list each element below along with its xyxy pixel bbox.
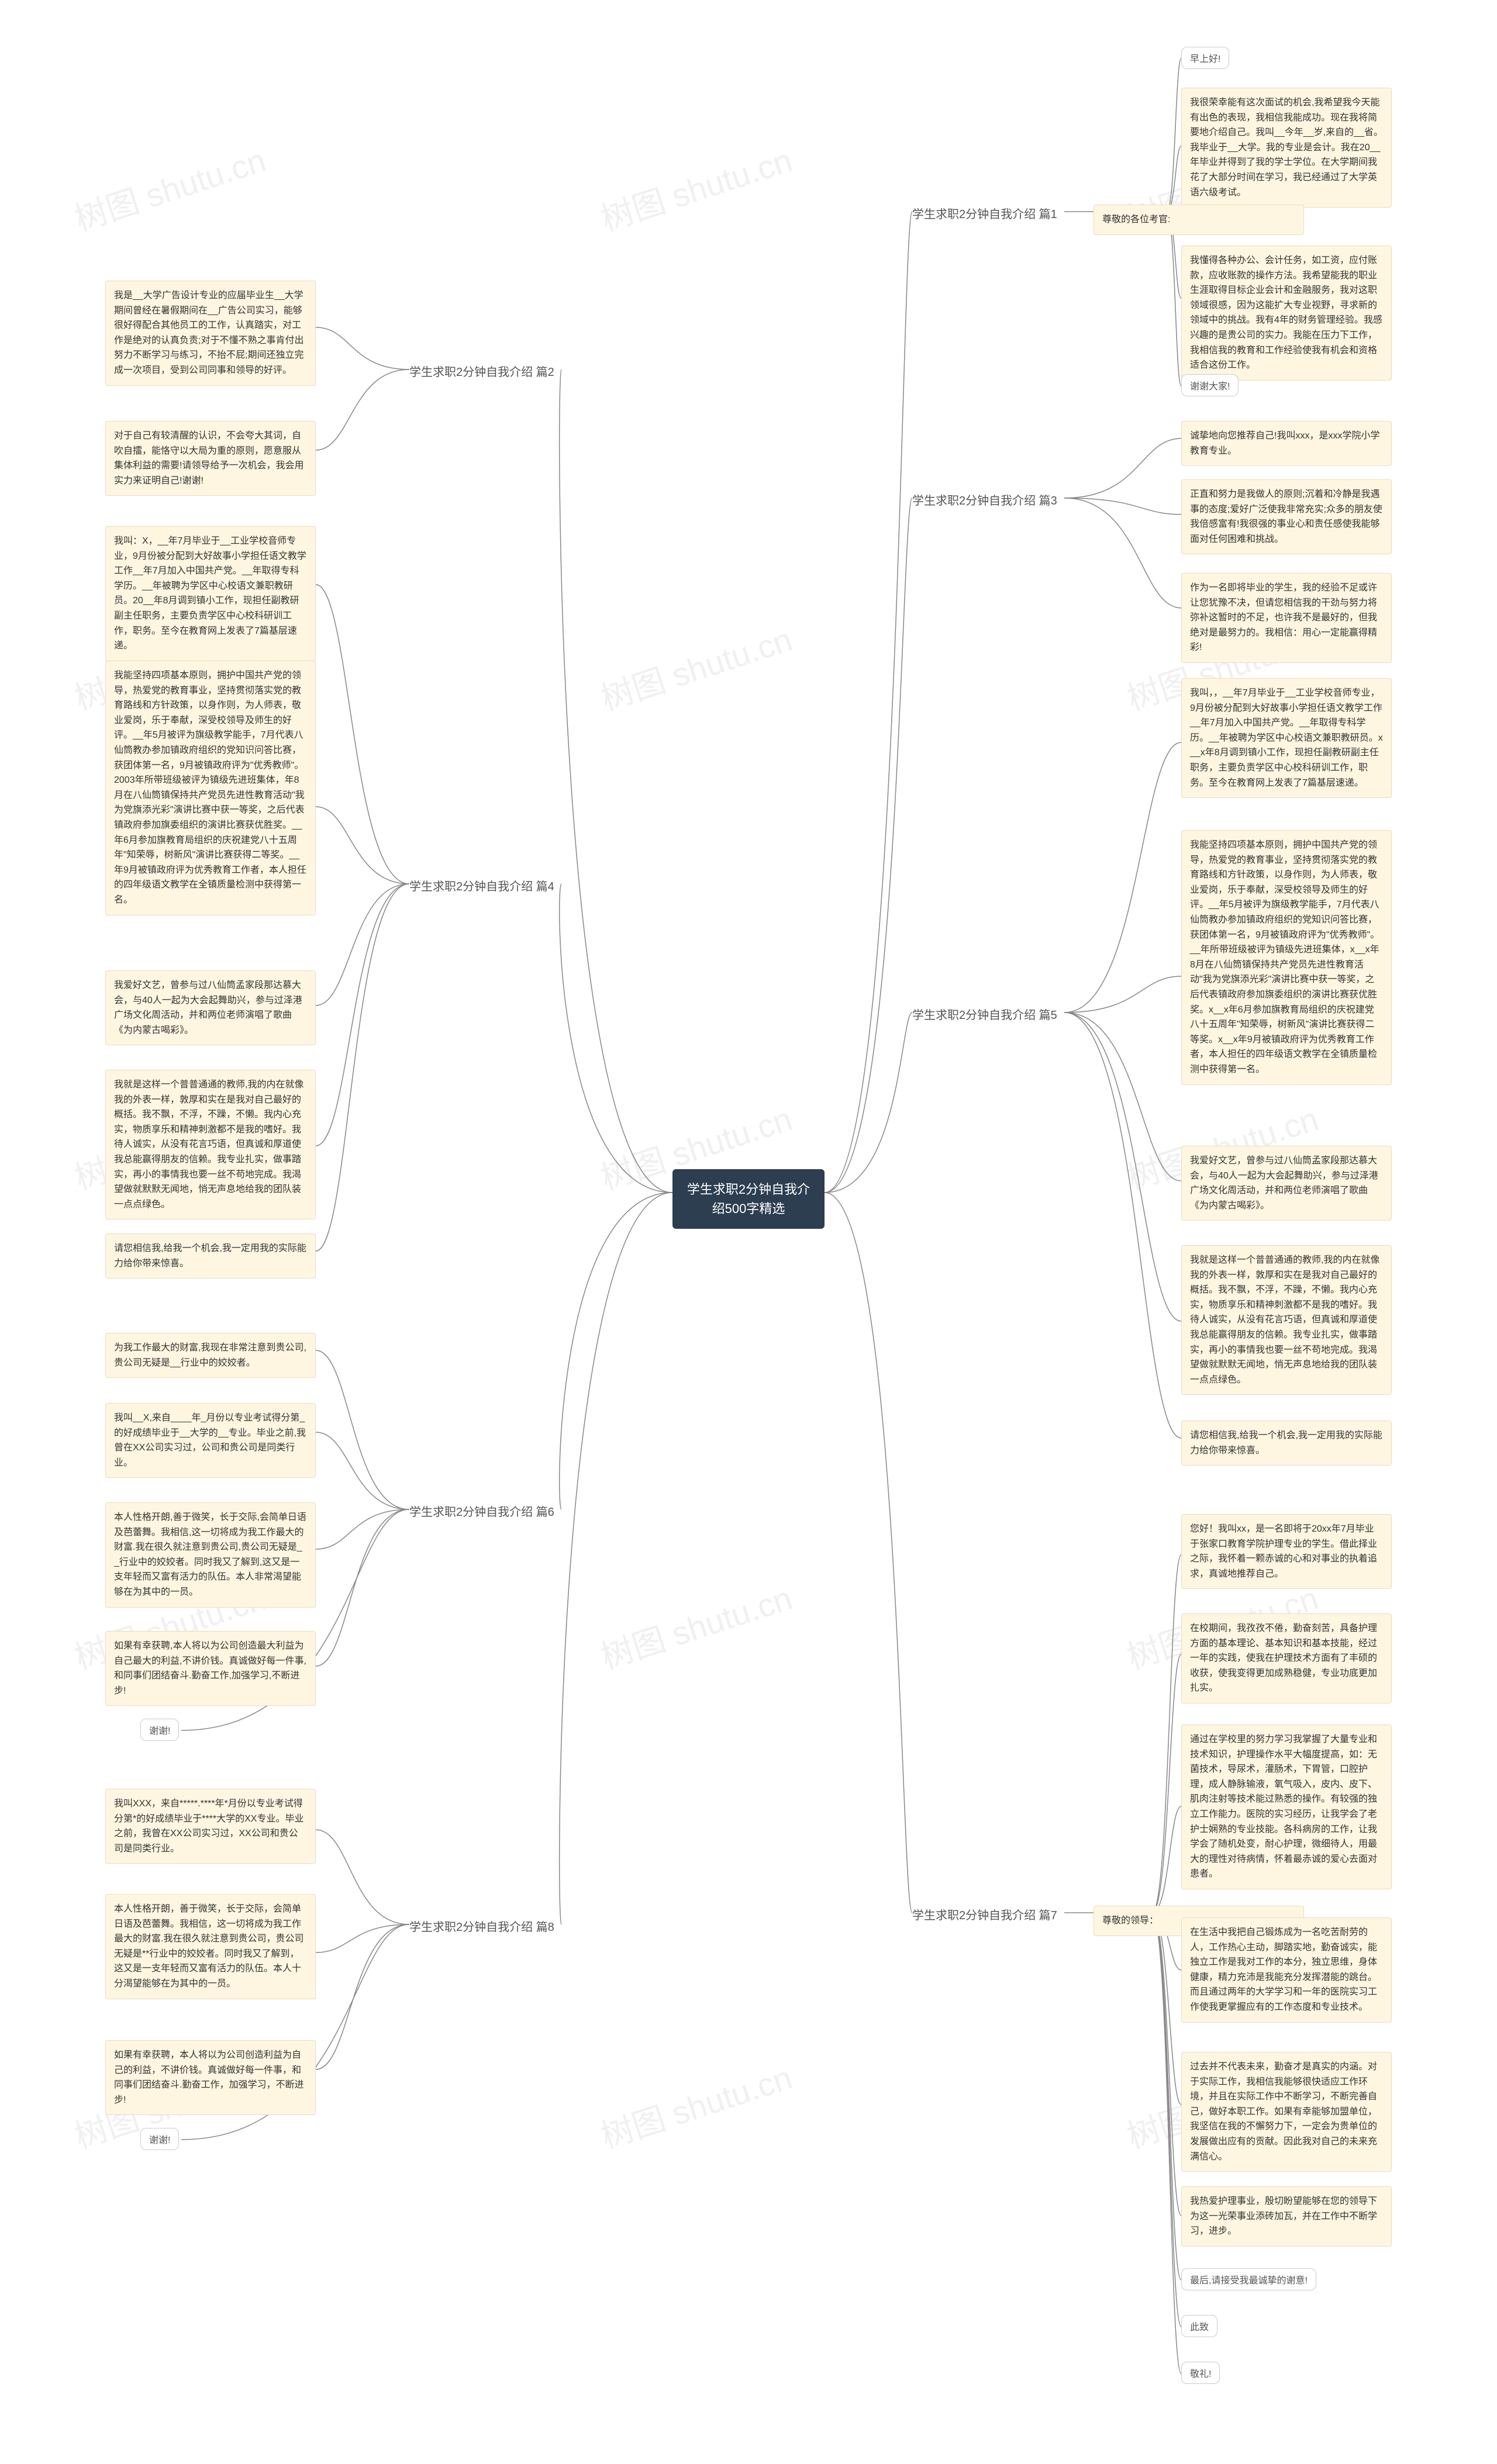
content-box: 本人性格开朗，善于微笑，长于交际，会简单日语及芭蕾舞。我相信，这一切将成为我工作… (105, 1894, 316, 1999)
content-box: 我叫XXX，来自*****.****年*月份以专业考试得分第*的好成绩毕业于**… (105, 1789, 316, 1864)
watermark-text: 树图 shutu.cn (594, 134, 798, 241)
small-note: 此致 (1181, 2315, 1217, 2337)
content-box: 通过在学校里的努力学习我掌握了大量专业和技术知识，护理操作水平大幅度提高，如：无… (1181, 1725, 1392, 1889)
content-box: 本人性格开朗,善于微笑，长于交际,会简单日语及芭蕾舞。我相信,这一切将成为我工作… (105, 1502, 316, 1608)
watermark-text: 树图 shutu.cn (594, 614, 798, 720)
content-box: 正直和努力是我做人的原则;沉着和冷静是我遇事的态度;爱好广泛使我非常充实;众多的… (1181, 479, 1392, 554)
content-box: 过去并不代表未来，勤奋才是真实的内涵。对于实际工作，我相信我能够很快适应工作环境… (1181, 2052, 1392, 2172)
content-box: 我叫__X,来自____年_月份以专业考试得分第_的好成绩毕业于__大学的__专… (105, 1403, 316, 1478)
watermark-text: 树图 shutu.cn (594, 1573, 798, 1679)
content-box: 我就是这样一个普普通通的教师,我的内在就像我的外表一样，敦厚和实在是我对自己最好… (105, 1070, 316, 1219)
watermark-text: 树图 shutu.cn (68, 134, 271, 241)
small-note: 谢谢! (140, 2128, 179, 2150)
watermark-text: 树图 shutu.cn (594, 2052, 798, 2158)
content-box: 我很荣幸能有这次面试的机会,我希望我今天能有出色的表现，我相信我能成功。现在我将… (1181, 88, 1392, 208)
content-box: 我懂得各种办公、会计任务，如工资，应付账款，应收账款的操作方法。我希望能我的职业… (1181, 246, 1392, 381)
content-box: 我能坚持四项基本原则，拥护中国共产党的领导，热爱党的教育事业，坚持贯彻落实党的教… (105, 661, 316, 915)
content-box: 我能坚持四项基本原则，拥护中国共产党的领导，热爱党的教育事业，坚持贯彻落实党的教… (1181, 830, 1392, 1085)
branch-label: 学生求职2分钟自我介绍 篇6 (409, 1502, 554, 1519)
content-box: 我热爱护理事业，殷切盼望能够在您的领导下为这一光荣事业添砖加瓦，并在工作中不断学… (1181, 2186, 1392, 2247)
branch-label: 学生求职2分钟自我介绍 篇7 (912, 1906, 1057, 1923)
content-box: 诚挚地向您推荐自己!我叫xxx，是xxx学院小学教育专业。 (1181, 421, 1392, 466)
content-box: 对于自己有较清醒的认识，不会夸大其词，自吹自擂，能恪守以大局为重的原则，愿意服从… (105, 421, 316, 496)
content-box: 我是__大学广告设计专业的应届毕业生__大学期间曾经在暑假期间在__广告公司实习… (105, 281, 316, 386)
content-box: 如果有幸获聘，本人将以为公司创造利益为自己的利益，不讲价钱。真诚做好每一件事，和… (105, 2040, 316, 2115)
content-box: 我就是这样一个普普通通的教师,我的内在就像我的外表一样，敦厚和实在是我对自己最好… (1181, 1245, 1392, 1395)
content-box: 我叫：X，__年7月毕业于__工业学校音师专业，9月份被分配到大好故事小学担任语… (105, 526, 316, 661)
content-box: 您好！我叫xx，是一名即将于20xx年7月毕业于张家口教育学院护理专业的学生。借… (1181, 1514, 1392, 1589)
branch-label: 学生求职2分钟自我介绍 篇4 (409, 877, 554, 894)
branch-label: 学生求职2分钟自我介绍 篇1 (912, 205, 1057, 222)
content-box: 在生活中我把自己锻炼成为一名吃苦耐劳的人，工作热心主动，脚踏实地，勤奋诚实，能独… (1181, 1917, 1392, 2023)
content-box: 请您相信我,给我一个机会,我一定用我的实际能力给你带来惊喜。 (1181, 1421, 1392, 1466)
small-note: 敬礼! (1181, 2362, 1220, 2384)
branch-label: 学生求职2分钟自我介绍 篇8 (409, 1917, 554, 1934)
content-box: 我爱好文艺，曾参与过八仙筒孟家段那达慕大会，与40人一起为大会起舞助兴，参与过泽… (1181, 1146, 1392, 1221)
small-note: 谢谢! (140, 1719, 179, 1741)
content-box: 为我工作最大的财富,我现在非常注意到贵公司,贵公司无疑是__行业中的姣姣者。 (105, 1333, 316, 1378)
content-box: 我叫，，__年7月毕业于__工业学校音师专业，9月份被分配到大好故事小学担任语文… (1181, 678, 1392, 798)
content-box: 尊敬的各位考官: (1094, 205, 1304, 235)
small-note: 最后,请接受我最诚挚的谢意! (1181, 2268, 1316, 2290)
small-note: 早上好! (1181, 47, 1229, 69)
small-note: 谢谢大家! (1181, 374, 1239, 396)
center-node: 学生求职2分钟自我介绍500字精选 (672, 1169, 825, 1229)
branch-label: 学生求职2分钟自我介绍 篇2 (409, 362, 554, 379)
content-box: 作为一名即将毕业的学生，我的经验不足或许让您犹豫不决，但请您相信我的干劲与努力将… (1181, 573, 1392, 663)
branch-label: 学生求职2分钟自我介绍 篇5 (912, 1005, 1057, 1022)
content-box: 请您相信我,给我一个机会,我一定用我的实际能力给你带来惊喜。 (105, 1233, 316, 1278)
content-box: 如果有幸获聘,本人将以为公司创造最大利益为自己最大的利益,不讲价钱。真诚做好每一… (105, 1631, 316, 1706)
content-box: 在校期间，我孜孜不倦，勤奋刻苦，具备护理方面的基本理论、基本知识和基本技能，经过… (1181, 1613, 1392, 1703)
content-box: 我爱好文艺，曾参与过八仙筒孟家段那达慕大会，与40人一起为大会起舞助兴，参与过泽… (105, 970, 316, 1045)
branch-label: 学生求职2分钟自我介绍 篇3 (912, 491, 1057, 508)
